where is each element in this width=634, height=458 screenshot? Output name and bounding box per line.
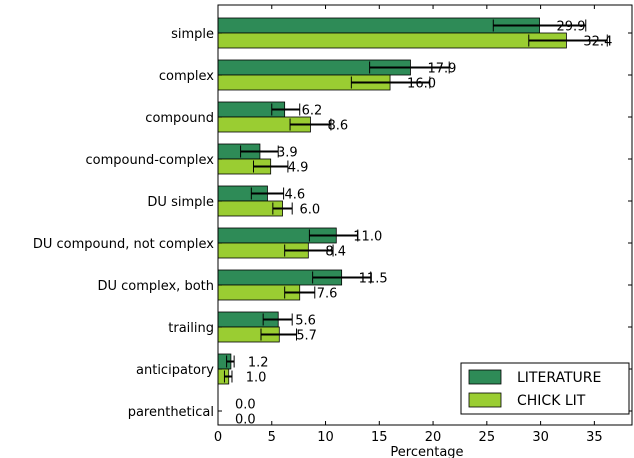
data-label-literature-du-complex-both: 11.5 [359, 272, 388, 287]
bar-chick-lit-simple [217, 32, 567, 49]
legend-label-chick-lit: CHICK LIT [517, 393, 586, 409]
x-tick-label-15: 15 [371, 430, 388, 445]
data-label-chick-lit-compound-complex: 4.9 [288, 161, 309, 176]
legend: LITERATURE CHICK LIT [460, 362, 630, 415]
data-label-chick-lit-parenthetical: 0.0 [235, 413, 256, 428]
category-label-du-simple: DU simple [147, 195, 214, 210]
category-label-complex: complex [159, 69, 214, 84]
data-label-chick-lit-du-complex-both: 7.6 [317, 287, 338, 302]
data-label-chick-lit-du-simple: 6.0 [300, 203, 321, 218]
x-axis: 0 5 10 15 20 25 30 35 [214, 5, 603, 445]
data-label-literature-trailing: 5.6 [295, 314, 316, 329]
data-label-literature-parenthetical: 0.0 [235, 398, 256, 413]
data-label-chick-lit-compound: 8.6 [327, 119, 348, 134]
x-tick-label-35: 35 [586, 430, 603, 445]
x-tick-label-20: 20 [425, 430, 442, 445]
x-tick-label-30: 30 [532, 430, 549, 445]
data-label-literature-du-compound-not-complex: 11.0 [353, 230, 382, 245]
category-label-du-compound-not-complex: DU compound, not complex [33, 237, 214, 252]
data-label-chick-lit-anticipatory: 1.0 [246, 371, 267, 386]
data-label-literature-simple: 29.9 [557, 20, 586, 35]
data-label-chick-lit-complex: 16.0 [407, 77, 436, 92]
bar-literature-simple [217, 17, 540, 34]
category-label-anticipatory: anticipatory [136, 363, 214, 378]
data-label-chick-lit-trailing: 5.7 [296, 329, 317, 344]
data-label-literature-compound-complex: 3.9 [277, 146, 298, 161]
plot-frame [217, 4, 633, 426]
bars-layer [217, 17, 567, 385]
x-tick-label-25: 25 [479, 430, 496, 445]
category-label-compound-complex: compound-complex [86, 153, 215, 168]
x-tick-label-5: 5 [268, 430, 276, 445]
category-label-du-complex-both: DU complex, both [97, 279, 214, 294]
data-label-literature-compound: 6.2 [302, 104, 323, 119]
category-label-trailing: trailing [168, 321, 214, 336]
data-label-chick-lit-simple: 32.4 [583, 35, 612, 50]
data-label-literature-complex: 17.9 [427, 62, 456, 77]
legend-swatch-chick-lit [468, 392, 502, 408]
y-axis: simple complex compound compound-complex DU … [33, 27, 632, 420]
data-label-literature-du-simple: 4.6 [284, 188, 305, 203]
x-tick-label-0: 0 [214, 430, 222, 445]
x-axis-title: Percentage [390, 445, 463, 458]
category-label-parenthetical: parenthetical [128, 405, 214, 420]
data-label-literature-anticipatory: 1.2 [248, 356, 269, 371]
legend-label-literature: LITERATURE [517, 370, 601, 386]
x-tick-label-10: 10 [317, 430, 334, 445]
error-bars-layer [223, 19, 608, 383]
category-label-simple: simple [171, 27, 214, 42]
legend-swatch-literature [468, 369, 502, 385]
data-label-chick-lit-du-compound-not-complex: 8.4 [325, 245, 346, 260]
category-label-compound: compound [145, 111, 214, 126]
data-labels-layer: 29.932.4 17.916.0 6.2 8.6 3.94.9 4.66.0 11.0 8.… [235, 20, 612, 428]
